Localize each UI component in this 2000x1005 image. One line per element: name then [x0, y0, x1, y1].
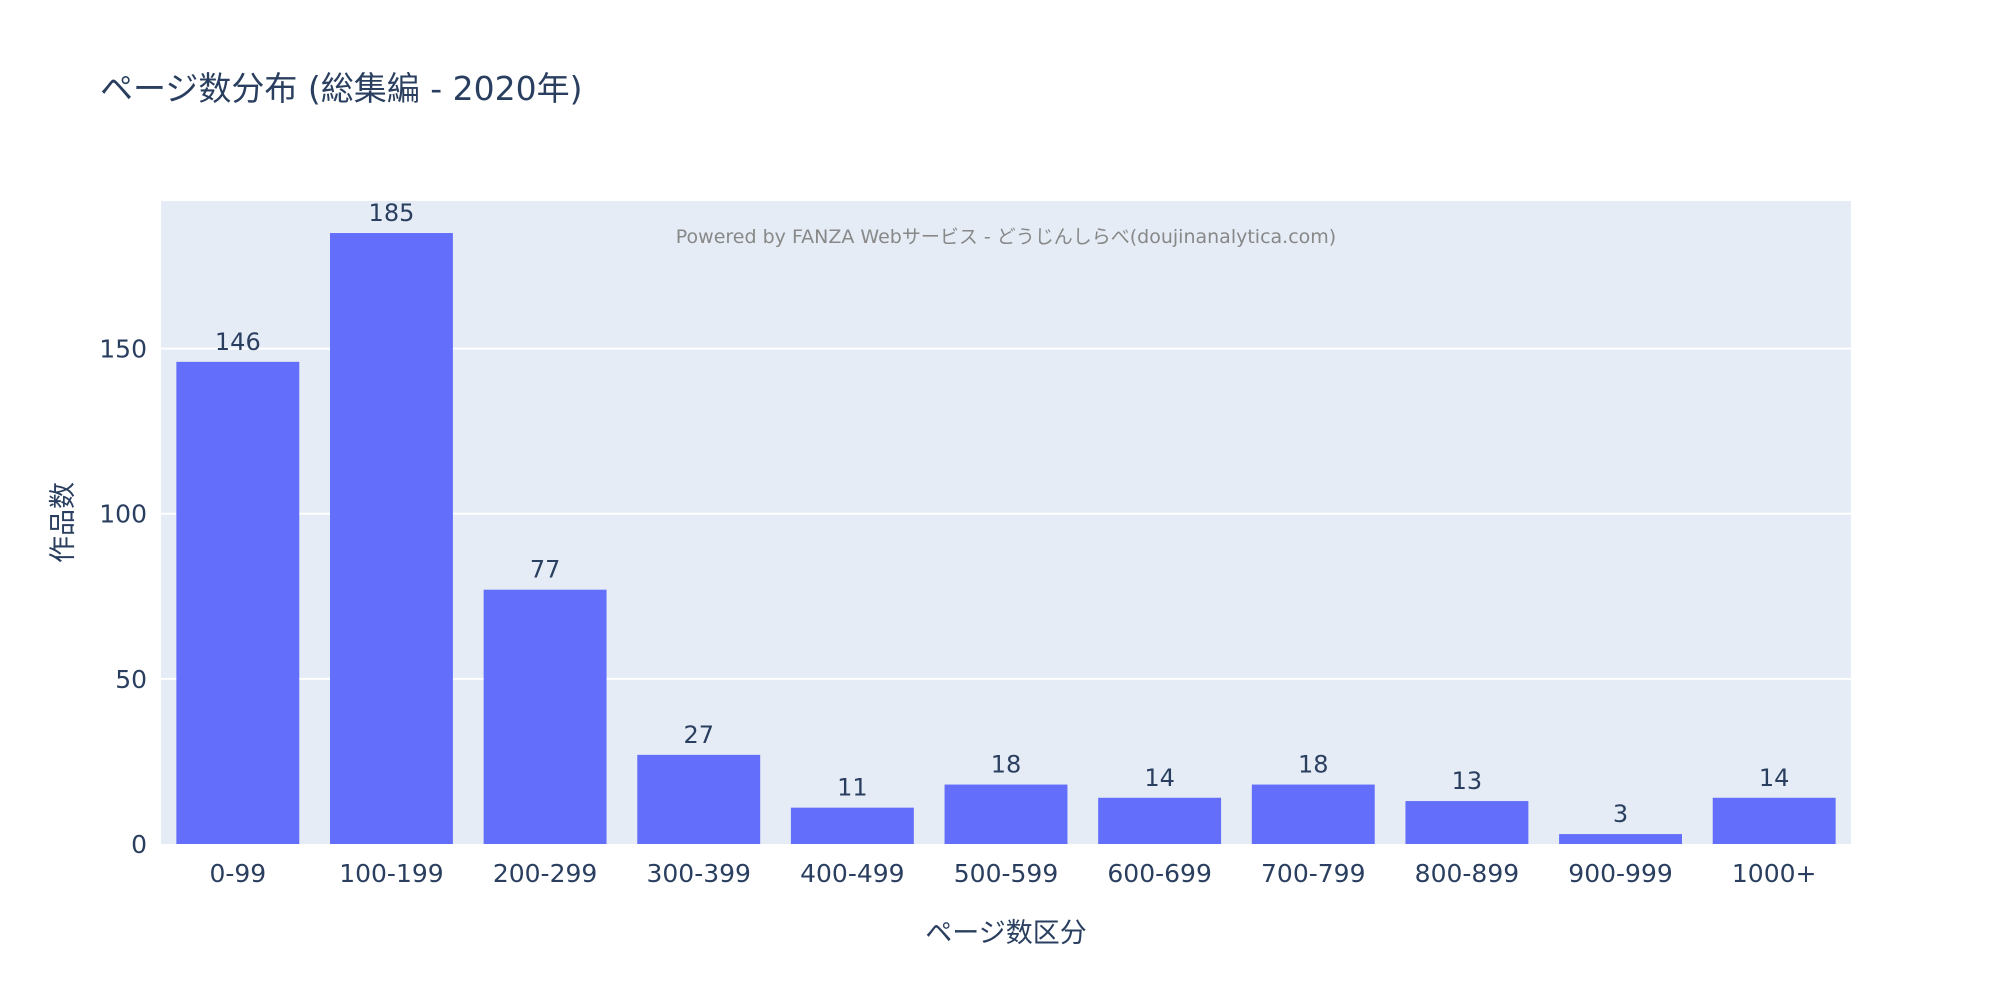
- bar-value-label: 27: [683, 721, 714, 749]
- bar-value-label: 185: [369, 199, 415, 227]
- bar-value-label: 13: [1452, 767, 1483, 795]
- bar: [1559, 834, 1682, 844]
- x-tick-label: 700-799: [1261, 859, 1365, 888]
- bar: [176, 361, 300, 844]
- x-tick-label: 900-999: [1568, 859, 1672, 888]
- bars: [176, 233, 1836, 844]
- bar-value-label: 77: [530, 556, 561, 584]
- bar-value-label: 14: [1759, 764, 1790, 792]
- bar: [637, 754, 761, 844]
- chart-title: ページ数分布 (総集編 - 2020年): [100, 69, 582, 108]
- y-tick-label: 50: [115, 665, 147, 694]
- bar-value-label: 18: [991, 751, 1022, 779]
- bar: [1251, 784, 1375, 844]
- x-tick-label: 1000+: [1732, 859, 1817, 888]
- bar-value-label: 18: [1298, 751, 1329, 779]
- bar-value-label: 14: [1144, 764, 1175, 792]
- bar: [1405, 801, 1529, 844]
- source-annotation: Powered by FANZA Webサービス - どうじんしらべ(douji…: [676, 226, 1336, 248]
- x-axis-ticks: 0-99 100-199 200-299 300-399 400-499 500-599 6…: [209, 859, 1816, 888]
- y-tick-label: 100: [99, 500, 147, 529]
- bar: [1098, 797, 1222, 844]
- y-tick-label: 150: [99, 335, 147, 364]
- y-tick-label: 0: [131, 830, 147, 859]
- x-tick-label: 800-899: [1415, 859, 1519, 888]
- bar-labels: 146 185 77 27 11 18 14 18 13 3 14: [215, 199, 1790, 828]
- x-tick-label: 600-699: [1107, 859, 1211, 888]
- bar: [483, 589, 607, 844]
- bar-value-label: 11: [837, 774, 868, 802]
- bar: [790, 807, 914, 844]
- x-tick-label: 500-599: [954, 859, 1058, 888]
- bar: [330, 233, 453, 844]
- y-axis-title: 作品数: [48, 482, 79, 563]
- x-tick-label: 0-99: [209, 859, 266, 888]
- x-tick-label: 200-299: [493, 859, 597, 888]
- y-axis-ticks: 0 50 100 150: [99, 335, 147, 859]
- bar: [1712, 797, 1836, 844]
- x-axis-title: ページ数区分: [925, 918, 1086, 949]
- bar: [944, 784, 1068, 844]
- bar-value-label: 146: [215, 328, 261, 356]
- x-tick-label: 300-399: [646, 859, 750, 888]
- bar-value-label: 3: [1613, 800, 1628, 828]
- x-tick-label: 400-499: [800, 859, 904, 888]
- x-tick-label: 100-199: [339, 859, 443, 888]
